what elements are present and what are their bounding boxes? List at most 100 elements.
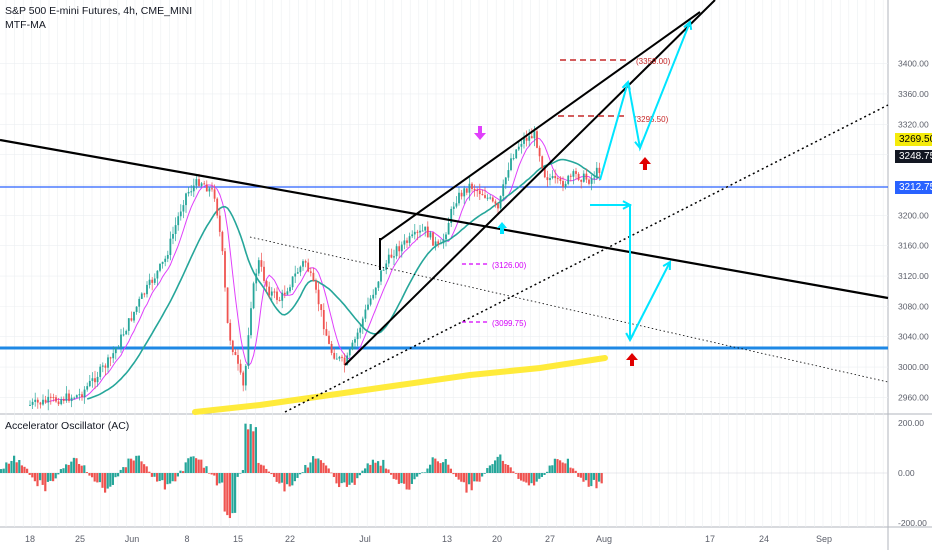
oscillator-bar <box>28 473 31 475</box>
candle-body <box>190 191 193 193</box>
candle-body <box>390 254 393 258</box>
indicator-label[interactable]: MTF-MA <box>5 19 46 31</box>
candle-body <box>130 318 133 321</box>
candle-body <box>273 291 276 293</box>
candle-body <box>52 397 55 399</box>
candle-body <box>146 284 148 295</box>
candle-body <box>432 232 434 246</box>
oscillator-bar <box>543 473 546 475</box>
oscillator-bar <box>553 458 556 473</box>
candle-body <box>218 215 221 232</box>
oscillator-bar <box>455 473 458 477</box>
oscillator-title[interactable]: Accelerator Oscillator (AC) <box>5 420 130 432</box>
oscillator-bar <box>111 473 114 485</box>
candle-body <box>567 175 570 184</box>
candle-body <box>484 195 486 198</box>
candle-body <box>294 273 297 277</box>
candle-body <box>489 197 492 199</box>
candle-body <box>296 272 299 274</box>
oscillator-bar <box>330 472 333 474</box>
candle-body <box>393 256 395 258</box>
candle-body <box>187 191 190 194</box>
candle-body <box>468 183 471 193</box>
oscillator-bar <box>319 460 322 473</box>
oscillator-bar <box>358 473 361 476</box>
candle-body <box>320 304 323 311</box>
price-tick-label: 3120.00 <box>898 271 929 281</box>
candle-body <box>99 366 102 377</box>
candle-body <box>507 170 510 178</box>
oscillator-bar <box>517 473 520 479</box>
oscillator-bar <box>267 471 270 473</box>
candle-body <box>302 261 304 267</box>
oscillator-bar <box>486 468 489 473</box>
candle-body <box>580 179 583 182</box>
candle-body <box>523 137 525 144</box>
candle-body <box>177 216 180 226</box>
oscillator-bar <box>15 462 18 473</box>
candle-body <box>406 240 408 243</box>
oscillator-bar <box>574 470 577 473</box>
candle-body <box>268 286 271 296</box>
candle-body <box>421 230 424 232</box>
candle-body <box>65 393 68 401</box>
buy-arrow-icon <box>626 353 638 366</box>
candles <box>29 126 601 411</box>
oscillator-bar <box>527 473 530 486</box>
candle-body <box>226 287 229 323</box>
candle-body <box>338 356 341 359</box>
oscillator-bar <box>236 473 239 477</box>
oscillator-bar <box>384 468 387 473</box>
oscillator-bar <box>7 463 10 473</box>
candle-body <box>172 233 174 239</box>
candle-body <box>304 261 307 263</box>
oscillator-bar <box>491 464 494 473</box>
candle-body <box>455 203 458 207</box>
candle-body <box>182 205 185 212</box>
candle-body <box>590 178 593 184</box>
time-tick-label: Jul <box>359 534 371 544</box>
candle-body <box>411 234 414 237</box>
oscillator-bar <box>163 473 166 490</box>
candle-body <box>377 281 380 288</box>
oscillator-bar <box>525 473 528 483</box>
oscillator-bar <box>369 464 372 473</box>
oscillator-bar <box>595 473 598 489</box>
candle-body <box>502 184 505 196</box>
candle-body <box>447 222 450 235</box>
candle-body <box>372 294 375 299</box>
candle-body <box>486 197 489 199</box>
oscillator-bar <box>460 473 463 482</box>
oscillator-bar <box>478 473 481 482</box>
oscillator-tick-label: 0.00 <box>898 468 915 478</box>
oscillator-bar <box>143 464 146 473</box>
oscillator-bar <box>80 465 83 473</box>
oscillator-bar <box>132 460 135 473</box>
projection-path-up <box>599 21 691 181</box>
oscillator-bar <box>522 473 525 482</box>
oscillator-bar <box>325 465 328 473</box>
oscillator-bar <box>26 468 29 473</box>
oscillator-bar <box>65 464 68 473</box>
candle-body <box>78 394 81 396</box>
candle-body <box>434 241 437 246</box>
oscillator-bar <box>465 473 468 493</box>
oscillator-bar <box>117 473 120 477</box>
oscillator-bar <box>447 464 450 473</box>
symbol-title[interactable]: S&P 500 E-mini Futures, 4h, CME_MINI <box>5 5 193 17</box>
oscillator-bar <box>421 472 424 473</box>
candle-body <box>34 399 37 402</box>
oscillator-bar <box>332 473 335 478</box>
oscillator-bar <box>512 471 515 473</box>
oscillator-bar <box>208 473 211 474</box>
candle-body <box>205 184 208 192</box>
oscillator-bar <box>130 458 133 473</box>
candle-body <box>325 329 328 336</box>
candle-body <box>387 254 390 264</box>
oscillator-bar <box>135 455 138 473</box>
candle-body <box>231 340 234 353</box>
arrow-head <box>634 140 644 151</box>
arrow-head <box>683 20 693 31</box>
candle-body <box>499 195 502 209</box>
